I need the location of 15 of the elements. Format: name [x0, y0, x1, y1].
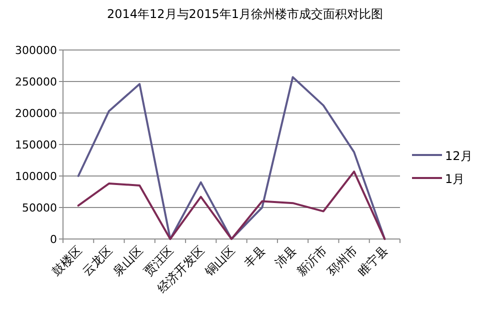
legend-label: 12月	[445, 149, 472, 163]
legend-label: 1月	[445, 172, 465, 186]
line-series	[77, 76, 386, 240]
y-tick-label: 300000	[15, 44, 57, 57]
y-tick-label: 150000	[15, 138, 57, 152]
y-tick-label: 100000	[15, 170, 57, 183]
y-tick-label: 250000	[15, 76, 57, 88]
x-tick-label: 睢宁县	[355, 243, 391, 279]
x-tick-label: 丰县	[241, 243, 268, 270]
line-series	[77, 170, 386, 240]
chart-title: 2014年12月与2015年1月徐州楼市成交面积对比图	[107, 7, 383, 21]
x-tick-label: 鼓楼区	[49, 243, 84, 279]
y-tick-label: 50000	[22, 202, 57, 214]
y-tick-label: 200000	[15, 107, 57, 120]
y-tick-label: 0	[50, 233, 57, 246]
